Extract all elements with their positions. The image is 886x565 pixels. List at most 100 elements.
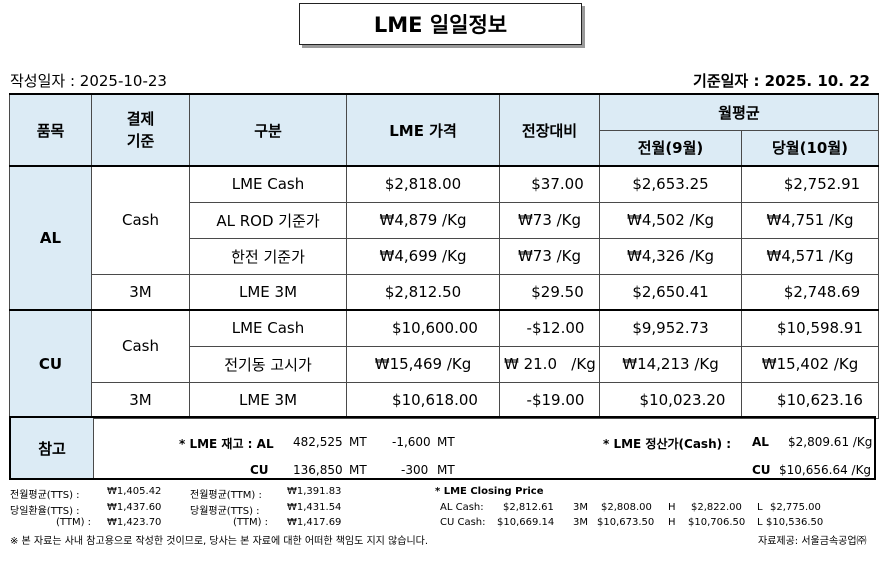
cu-3m-label: 3M [573,517,588,528]
r1b-value: ₩1,391.83 [287,486,342,497]
lme-price: ₩4,879 /Kg [346,201,500,239]
r2a-label: 당일환율(TTS) : [10,506,80,517]
cu-l: $10,536.50 [766,517,824,528]
r1a-label: 전월평균(TTS) : [10,490,80,501]
table-row: AL ROD 기준가 ₩4,879 /Kg ₩73 /Kg ₩4,502 /Kg… [10,201,879,239]
cu-h-label: H [668,517,676,528]
table-row: 전기동 고시가 ₩15,469 /Kg ₩ 21.0 /Kg ₩14,213 /… [10,345,879,383]
vs-prev: ₩ 21.0 /Kg [499,345,600,383]
settle-cu-label: CU [752,463,771,477]
prev-month: ₩4,502 /Kg [599,201,742,239]
al-h: $2,822.00 [691,502,742,513]
price-table: 품목 결제 기준 구분 LME 가격 전장대비 월평균 전월(9월) 당월(10… [9,93,879,419]
cu-label: CU [9,309,92,419]
al-h-label: H [668,502,676,513]
prev-month: $9,952.73 [599,309,742,347]
stock-cu-diff: -300 [401,463,429,477]
lme-price: $2,812.50 [346,273,500,311]
r2b-value: ₩1,431.54 [287,502,342,513]
al-l-label: L [757,502,763,513]
al-3m-label: 3M [91,273,190,311]
row-name: LME 3M [189,273,347,311]
stock-cu-unit: MT [349,463,367,477]
header-vs-prev: 전장대비 [499,93,600,167]
row-name: 한전 기준가 [189,237,347,275]
vs-prev: -$19.00 [499,381,600,419]
header-monthly-avg: 월평균 [599,93,879,131]
reference-section: 참고 * LME 재고 : AL 482,525 MT -1,600 MT CU… [9,416,876,480]
lme-price: $10,600.00 [346,309,500,347]
stock-al: 482,525 [293,435,343,449]
lme-price: ₩15,469 /Kg [346,345,500,383]
al-3m: $2,808.00 [601,502,652,513]
cu-h: $10,706.50 [688,517,746,528]
table-row: 3M LME 3M $10,618.00 -$19.00 $10,023.20 … [10,381,879,419]
stock-cu-label: CU [250,463,269,477]
curr-month: ₩15,402 /Kg [741,345,879,383]
table-row: 한전 기준가 ₩4,699 /Kg ₩73 /Kg ₩4,326 /Kg ₩4,… [10,237,879,275]
curr-month: $2,748.69 [741,273,879,311]
settle-al-label: AL [752,435,769,449]
cu-3m-label: 3M [91,381,190,419]
row-name: LME 3M [189,381,347,419]
stock-al-diff-unit: MT [437,435,455,449]
lme-price: $2,818.00 [346,165,500,203]
cu-l-label: L [757,517,763,528]
prev-month: ₩4,326 /Kg [599,237,742,275]
row-name: 전기동 고시가 [189,345,347,383]
reference-label: 참고 [11,418,94,478]
row-name: LME Cash [189,165,347,203]
header-settle: 결제 기준 [91,93,190,167]
al-cash-label: AL Cash: [440,502,484,513]
al-cash-label: Cash [91,165,190,275]
stock-al-diff: -1,600 [392,435,431,449]
source-note: 자료제공: 서울금속공업㈜ [758,536,867,547]
header-item: 품목 [9,93,92,167]
curr-month: $2,752.91 [741,165,879,203]
created-date: 작성일자 : 2025-10-23 [10,72,167,90]
vs-prev: $37.00 [499,165,600,203]
settle-cu: $10,656.64 /Kg [779,463,872,477]
al-label: AL [9,165,92,311]
base-date: 기준일자 : 2025. 10. 22 [693,72,870,90]
vs-prev: -$12.00 [499,309,600,347]
prev-month: $2,653.25 [599,165,742,203]
header-lme-price: LME 가격 [346,93,500,167]
settle-title: * LME 정산가(Cash) : [603,437,732,451]
stock-cu-diff-unit: MT [437,463,455,477]
cu-cash-label: Cash [91,309,190,383]
table-row: CU Cash LME Cash $10,600.00 -$12.00 $9,9… [9,309,879,419]
page-title: LME 일일정보 [299,3,582,45]
prev-month: $2,650.41 [599,273,742,311]
vs-prev: ₩73 /Kg [499,201,600,239]
curr-month: $10,623.16 [741,381,879,419]
al-l: $2,775.00 [770,502,821,513]
al-3m-label: 3M [573,502,588,513]
table-row: AL Cash LME Cash $2,818.00 $37.00 $2,653… [9,165,879,311]
header-prev-month: 전월(9월) [599,129,742,167]
al-cash: $2,812.61 [503,502,554,513]
prev-month: $10,023.20 [599,381,742,419]
stock-title: * LME 재고 : AL [179,437,274,451]
header-curr-month: 당월(10월) [741,129,879,167]
r3a-label: (TTM) : [56,517,92,528]
disclaimer: ※ 본 자료는 사내 참고용으로 작성한 것이므로, 당사는 본 자료에 대한 … [10,536,429,547]
r2b-label: 당월평균(TTS) : [190,506,260,517]
cu-3m: $10,673.50 [597,517,655,528]
r1a-value: ₩1,405.42 [107,486,162,497]
vs-prev: $29.50 [499,273,600,311]
stock-cu: 136,850 [293,463,343,477]
row-name: LME Cash [189,309,347,347]
closing-title: * LME Closing Price [435,486,544,497]
table-row: 3M LME 3M $2,812.50 $29.50 $2,650.41 $2,… [10,273,879,311]
curr-month: ₩4,751 /Kg [741,201,879,239]
row-name: AL ROD 기준가 [189,201,347,239]
vs-prev: ₩73 /Kg [499,237,600,275]
cu-cash-label: CU Cash: [440,517,486,528]
prev-month: ₩14,213 /Kg [599,345,742,383]
lme-price: ₩4,699 /Kg [346,237,500,275]
r3a-value: ₩1,423.70 [107,517,162,528]
r1b-label: 전월평균(TTM) : [190,490,262,501]
curr-month: $10,598.91 [741,309,879,347]
header-category: 구분 [189,93,347,167]
